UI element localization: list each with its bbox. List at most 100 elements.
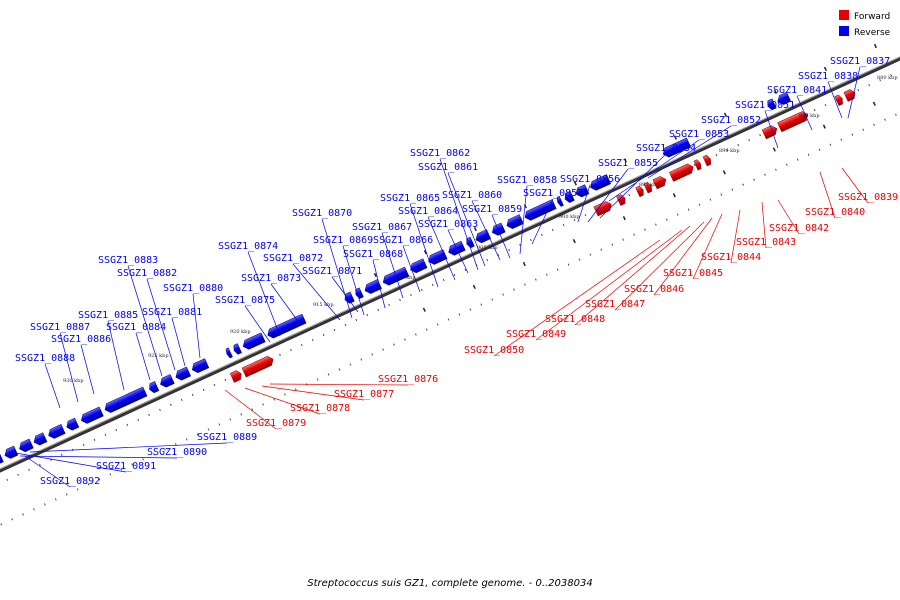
gene-label: SSGZ1_0889 (197, 432, 257, 443)
axis-minor-tick (65, 493, 68, 496)
axis-minor-tick (868, 84, 871, 87)
axis-minor-tick (519, 243, 521, 247)
reverse-gene-arrow (506, 214, 524, 229)
axis-minor-tick (327, 373, 330, 376)
axis-minor-tick (60, 453, 63, 456)
gene-label: SSGZ1_0872 (263, 253, 323, 264)
axis-minor-tick (333, 328, 336, 332)
gene-leader-line (587, 168, 629, 223)
axis-major-tick (873, 43, 877, 49)
axis-minor-tick (185, 438, 188, 441)
axis-minor-tick (895, 113, 897, 116)
forward-gene-arrow (643, 181, 652, 194)
axis-kbp-label: 920 kbp (230, 329, 251, 335)
gene-label: SSGZ1_0875 (215, 295, 275, 306)
gene-leader-line (247, 251, 281, 337)
axis-minor-tick (273, 398, 275, 401)
forward-gene-arrow (693, 159, 702, 171)
axis-minor-tick (551, 228, 554, 232)
axis-major-tick (823, 66, 827, 72)
axis-minor-tick (715, 153, 718, 157)
gene-leader-line (491, 214, 511, 259)
axis-minor-tick (824, 104, 827, 107)
axis-minor-tick (360, 358, 363, 361)
axis-minor-tick (213, 383, 216, 387)
axis-minor-tick (458, 313, 461, 316)
axis-major-tick (622, 216, 626, 221)
gene-label: SSGZ1_0871 (302, 266, 362, 277)
axis-minor-tick (251, 408, 254, 411)
gene-leader-line (321, 218, 353, 319)
axis-minor-tick (497, 253, 500, 257)
axis-minor-tick (142, 458, 144, 461)
gene-leader-line (427, 216, 456, 281)
gene-label: SSGZ1_0881 (142, 307, 202, 318)
axis-minor-tick (611, 243, 614, 246)
gene-label: SSGZ1_0868 (343, 249, 403, 260)
gene-label: SSGZ1_0859 (462, 204, 522, 215)
axis-kbp-label: 900 kbp (559, 214, 580, 220)
reverse-gene-arrow (175, 366, 192, 381)
axis-minor-tick (545, 273, 548, 276)
reverse-gene-arrow (475, 229, 492, 244)
axis-minor-tick (104, 433, 107, 436)
axis-major-tick (723, 112, 727, 117)
forward-swatch (839, 10, 849, 20)
gene-label: SSGZ1_0882 (117, 268, 177, 279)
axis-minor-tick (44, 503, 46, 506)
gene-label: SSGZ1_0843 (736, 237, 796, 248)
gene-label: SSGZ1_0841 (767, 85, 827, 96)
gene-label: SSGZ1_0885 (78, 310, 138, 321)
axis-minor-tick (420, 288, 423, 292)
axis-minor-tick (410, 293, 412, 297)
axis-minor-tick (159, 408, 161, 411)
axis-kbp-label: 885 kbp (799, 113, 820, 119)
reverse-gene-arrow (767, 98, 777, 111)
axis-minor-tick (818, 148, 821, 151)
axis-minor-tick (262, 403, 264, 406)
gene-leader-line (439, 158, 479, 271)
axis-minor-tick (338, 368, 341, 371)
axis-minor-tick (508, 248, 511, 252)
gene-leader-line (796, 95, 813, 131)
axis-minor-tick (775, 168, 777, 171)
gene-leader-line (841, 167, 869, 204)
reverse-gene-arrow (0, 452, 4, 466)
forward-gene-arrow (761, 125, 778, 140)
reverse-gene-arrow (149, 381, 160, 394)
gene-label: SSGZ1_0856 (560, 174, 620, 185)
axis-minor-tick (355, 318, 358, 322)
axis-minor-tick (120, 468, 123, 471)
axis-minor-tick (170, 403, 172, 406)
axis-minor-tick (17, 473, 20, 476)
axis-minor-tick (464, 268, 467, 272)
axis-minor-tick (404, 338, 406, 341)
gene-leader-line (819, 171, 836, 219)
gene-label: SSGZ1_0848 (545, 314, 605, 325)
axis-minor-tick (279, 353, 281, 357)
gene-label: SSGZ1_0891 (96, 461, 156, 472)
gene-leader-line (127, 265, 163, 377)
axis-major-tick (772, 147, 776, 152)
gene-leader-line (331, 276, 359, 313)
gene-leader-line (847, 66, 861, 119)
gene-leader-line (692, 213, 723, 280)
reverse-gene-arrow (524, 199, 557, 221)
gene-leader-line (409, 203, 439, 288)
axis-minor-tick (82, 443, 85, 446)
axis-minor-tick (748, 139, 751, 142)
axis-minor-tick (584, 213, 587, 217)
axis-major-tick (822, 124, 826, 129)
axis-minor-tick (737, 144, 740, 147)
gene-leader-line (292, 263, 341, 321)
reverse-gene-arrow (428, 249, 448, 265)
gene-label: SSGZ1_0862 (410, 148, 470, 159)
axis-major-tick (572, 238, 576, 244)
axis-minor-tick (76, 488, 79, 491)
axis-major-tick (872, 101, 876, 106)
gene-label: SSGZ1_0867 (352, 222, 412, 233)
axis-minor-tick (54, 498, 57, 501)
axis-minor-tick (240, 413, 243, 416)
gene-label: SSGZ1_0890 (147, 447, 207, 458)
axis-minor-tick (431, 283, 434, 287)
